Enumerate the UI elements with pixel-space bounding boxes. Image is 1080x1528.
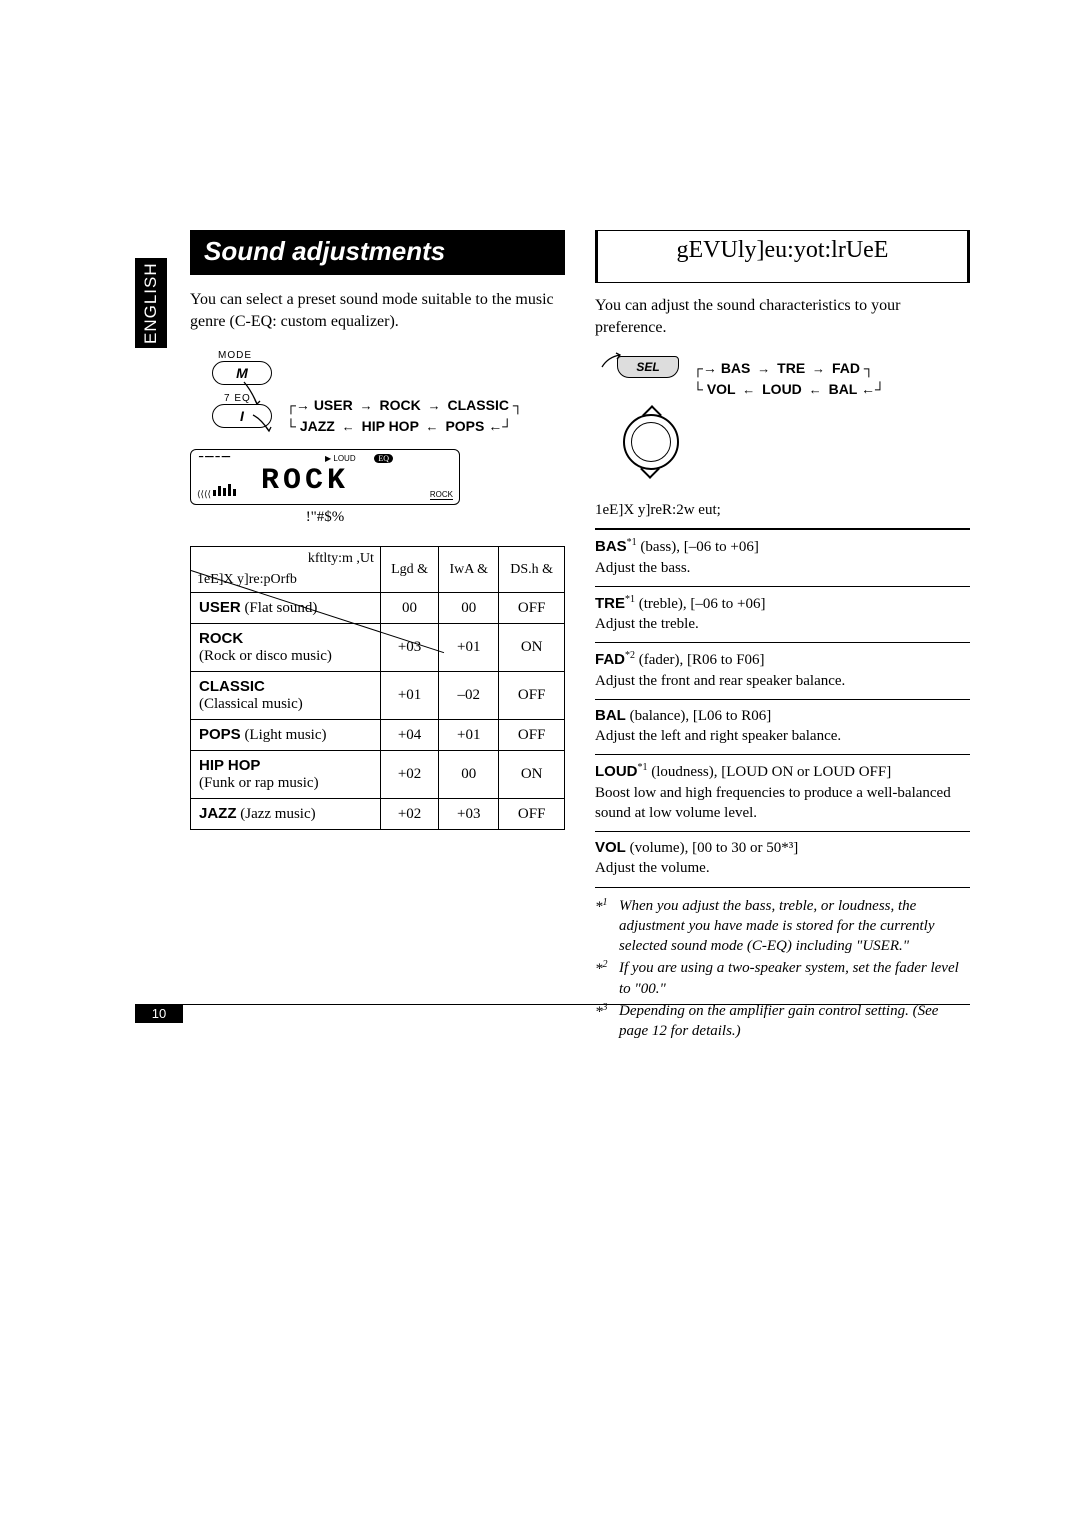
lcd-loud-indicator: ▶ LOUD — [325, 454, 356, 463]
loud-cell: ON — [499, 624, 565, 672]
left-column: Sound adjustments You can select a prese… — [190, 230, 565, 1043]
col-header: Lgd & — [380, 547, 438, 593]
flow-item: POPS — [445, 418, 484, 434]
footnotes: *1When you adjust the bass, treble, or l… — [595, 896, 970, 1042]
section-title: Sound adjustments — [190, 230, 565, 275]
preset-name-cell: USER (Flat sound) — [191, 593, 381, 624]
preset-name-cell: ROCK(Rock or disco music) — [191, 624, 381, 672]
footnote: *3Depending on the amplifier gain contro… — [595, 1001, 970, 1042]
eq-flow-chain: ┌→ USER → ROCK → CLASSIC ┐ └ JAZZ ← HIP … — [286, 395, 523, 437]
page-number: 10 — [135, 1004, 183, 1023]
right-section-title: gEVUly]eu:yot:lrUeE — [598, 235, 967, 266]
eq-button-icon: I — [212, 404, 272, 428]
table-row: POPS (Light music)+04+01OFF — [191, 720, 565, 751]
flow-item: TRE — [777, 360, 805, 376]
table-row: CLASSIC(Classical music)+01–02OFF — [191, 672, 565, 720]
language-tab: ENGLISH — [135, 258, 167, 348]
intro-paragraph: You can select a preset sound mode suita… — [190, 289, 565, 332]
loud-cell: ON — [499, 751, 565, 799]
lcd-caption: !"#$% — [190, 509, 460, 526]
lcd-spectrum-bars — [213, 484, 236, 496]
mode-button-icon: M — [212, 361, 272, 385]
diag-bot-label: 1eE]X y]re:pOrfb — [197, 572, 297, 588]
sel-button-icon: SEL — [617, 356, 679, 378]
mode-label: MODE — [218, 350, 565, 361]
col-header: IwA & — [439, 547, 499, 593]
right-title-box: gEVUly]eu:yot:lrUeE — [595, 230, 970, 283]
tre-cell: +01 — [439, 720, 499, 751]
flow-item: HIP HOP — [362, 418, 419, 434]
sel-flow-chain: ┌→ BAS → TRE → FAD ┐ └ VOL ← LOUD ← BAL … — [693, 358, 885, 400]
bas-cell: +02 — [380, 799, 438, 830]
tre-cell: +03 — [439, 799, 499, 830]
flow-item: BAL — [829, 381, 858, 397]
table-row: USER (Flat sound)0000OFF — [191, 593, 565, 624]
flow-item: VOL — [707, 381, 736, 397]
lcd-rock-indicator: ROCK — [430, 490, 453, 500]
pen-stroke-icon — [600, 351, 622, 371]
right-intro: You can adjust the sound characteristics… — [595, 295, 970, 338]
mode-button-text: M — [236, 365, 248, 381]
spec-header-row: 1eE]X y]reR:2w eut; — [595, 494, 970, 529]
spec-row: BAS*1 (bass), [–06 to +06]Adjust the bas… — [595, 529, 970, 587]
diag-top-label: kftlty:m ,Ut — [308, 551, 374, 567]
flow-item: BAS — [721, 360, 751, 376]
tre-cell: +01 — [439, 624, 499, 672]
spec-row: VOL (volume), [00 to 30 or 50*³]Adjust t… — [595, 832, 970, 888]
footnote: *1When you adjust the bass, treble, or l… — [595, 896, 970, 957]
lcd-text: ROCK — [261, 464, 349, 498]
flow-item: ROCK — [380, 397, 421, 413]
bas-cell: +01 — [380, 672, 438, 720]
lcd-eq-indicator: EQ — [374, 454, 393, 463]
bas-cell: 00 — [380, 593, 438, 624]
right-column: gEVUly]eu:yot:lrUeE You can adjust the s… — [595, 230, 970, 1043]
flow-item: USER — [314, 397, 353, 413]
spec-row: TRE*1 (treble), [–06 to +06]Adjust the t… — [595, 587, 970, 644]
preset-name-cell: HIP HOP(Funk or rap music) — [191, 751, 381, 799]
flow-item: CLASSIC — [448, 397, 509, 413]
preset-name-cell: JAZZ (Jazz music) — [191, 799, 381, 830]
preset-name-cell: POPS (Light music) — [191, 720, 381, 751]
eq-presets-table: kftlty:m ,Ut 1eE]X y]re:pOrfb Lgd & IwA … — [190, 546, 565, 830]
footer-rule — [135, 1004, 970, 1005]
tre-cell: –02 — [439, 672, 499, 720]
bas-cell: +02 — [380, 751, 438, 799]
mode-button-diagram: MODE M — [190, 350, 565, 385]
col-header: DS.h & — [499, 547, 565, 593]
spec-row: LOUD*1 (loudness), [LOUD ON or LOUD OFF]… — [595, 755, 970, 832]
loud-cell: OFF — [499, 720, 565, 751]
table-diagonal-header: kftlty:m ,Ut 1eE]X y]re:pOrfb — [191, 547, 381, 593]
rotary-knob-icon — [623, 414, 679, 470]
sel-button-text: SEL — [636, 360, 659, 374]
loud-cell: OFF — [499, 672, 565, 720]
flow-item: FAD — [832, 360, 860, 376]
preset-name-cell: CLASSIC(Classical music) — [191, 672, 381, 720]
pen-stroke-icon — [249, 411, 273, 435]
flow-item: JAZZ — [300, 418, 335, 434]
spec-row: BAL (balance), [L06 to R06]Adjust the le… — [595, 700, 970, 756]
spec-row: FAD*2 (fader), [R06 to F06]Adjust the fr… — [595, 643, 970, 700]
loud-cell: OFF — [499, 593, 565, 624]
tre-cell: 00 — [439, 593, 499, 624]
table-row: HIP HOP(Funk or rap music)+0200ON — [191, 751, 565, 799]
sel-button-diagram: SEL ┌→ BAS → TRE → FAD ┐ └ VOL ← — [595, 356, 970, 400]
tre-cell: 00 — [439, 751, 499, 799]
bas-cell: +04 — [380, 720, 438, 751]
table-row: JAZZ (Jazz music)+02+03OFF — [191, 799, 565, 830]
footnote: *2If you are using a two-speaker system,… — [595, 958, 970, 999]
lcd-display: ━ ━━ ━ ━━ ▶ LOUD EQ ROCK ROCK ⟨⟨⟨⟨ — [190, 449, 460, 505]
eq-button-text: I — [240, 408, 244, 424]
flow-item: LOUD — [762, 381, 802, 397]
loud-cell: OFF — [499, 799, 565, 830]
